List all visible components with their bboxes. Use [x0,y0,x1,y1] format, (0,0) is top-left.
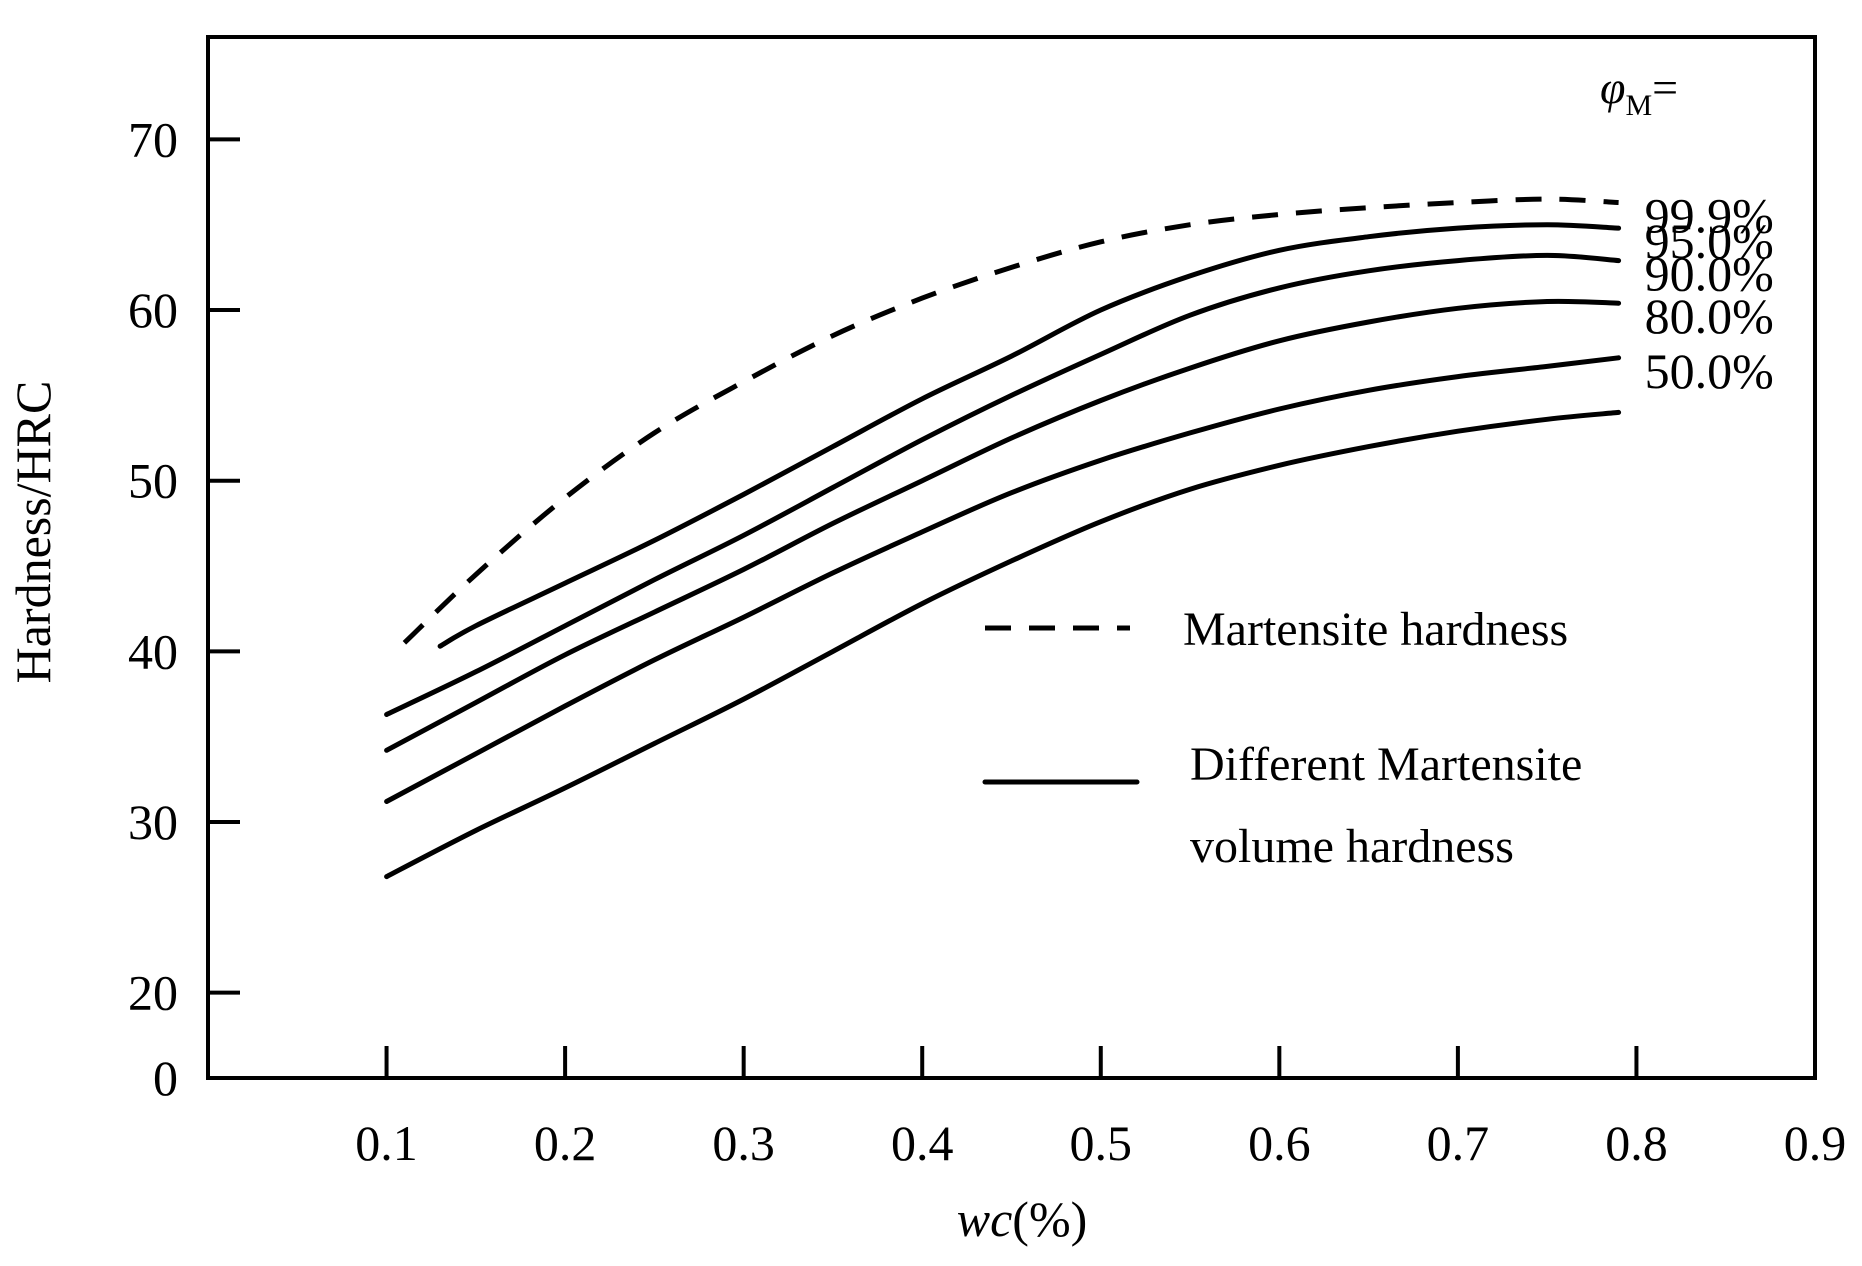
y-tick-label: 40 [128,623,178,679]
x-tick-label: 0.8 [1605,1115,1668,1171]
series-title: φM= [1600,62,1678,122]
legend-label-different-martensite-line1: Different Martensite [1190,738,1582,791]
x-tick-label: 0.7 [1427,1115,1490,1171]
y-tick-label: 20 [128,965,178,1021]
x-tick-label: 0.3 [712,1115,775,1171]
series-line-2 [437,222,1622,649]
series-line-5 [384,355,1622,804]
series-line-1 [402,196,1619,645]
series-title-symbol: φ [1600,62,1625,113]
x-axis-title-unit: (%) [1012,1191,1087,1247]
x-axis-title: wc(%) [957,1191,1088,1247]
x-tick-label: 0.1 [355,1115,418,1171]
legend-label-martensite-hardness: Martensite hardness [1183,603,1568,656]
series-label-3: 90.0% [1645,246,1774,302]
y-tick-label: 60 [128,282,178,338]
series-labels: 99.9%95.0%90.0%80.0%50.0% [1645,188,1774,399]
series-line-3 [384,252,1622,717]
x-tick-label: 0.4 [891,1115,954,1171]
y-tick-label: 50 [128,453,178,509]
series-title-subscript: M [1625,89,1652,122]
x-tick-label: 0.9 [1784,1115,1847,1171]
plot-frame [206,35,1817,1080]
y-origin-label: 0 [153,1050,178,1106]
series-title-suffix: = [1652,62,1678,113]
y-tick-label: 30 [128,794,178,850]
plot-area [206,35,1817,1080]
series-label-2: 95.0% [1645,213,1774,269]
x-tick-label: 0.2 [534,1115,597,1171]
series-label-4: 80.0% [1645,288,1774,344]
y-axis-title: Hardness/HRC [5,381,61,684]
y-tick-label: 70 [128,111,178,167]
x-axis-title-variable: wc [957,1191,1013,1247]
series-line-4 [384,298,1622,753]
series-line-6 [384,409,1622,880]
axis-ticks: 0.1 0.2 0.3 0.4 0.5 0.6 0.7 0.8 0.9 20 30 40 50 60 70 0 [128,111,1846,1171]
legend: Martensite hardness Different Martensite… [982,603,1582,873]
curves [384,196,1622,880]
x-tick-label: 0.5 [1070,1115,1133,1171]
x-tick-label: 0.6 [1248,1115,1311,1171]
legend-label-different-martensite-line2: volume hardness [1190,820,1514,873]
series-label-5: 50.0% [1645,343,1774,399]
series-label-1: 99.9% [1645,188,1774,244]
